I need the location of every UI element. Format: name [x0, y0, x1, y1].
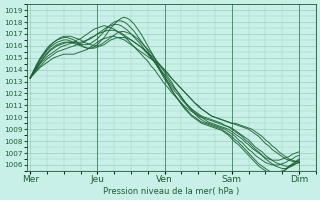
X-axis label: Pression niveau de la mer( hPa ): Pression niveau de la mer( hPa ): [103, 187, 239, 196]
